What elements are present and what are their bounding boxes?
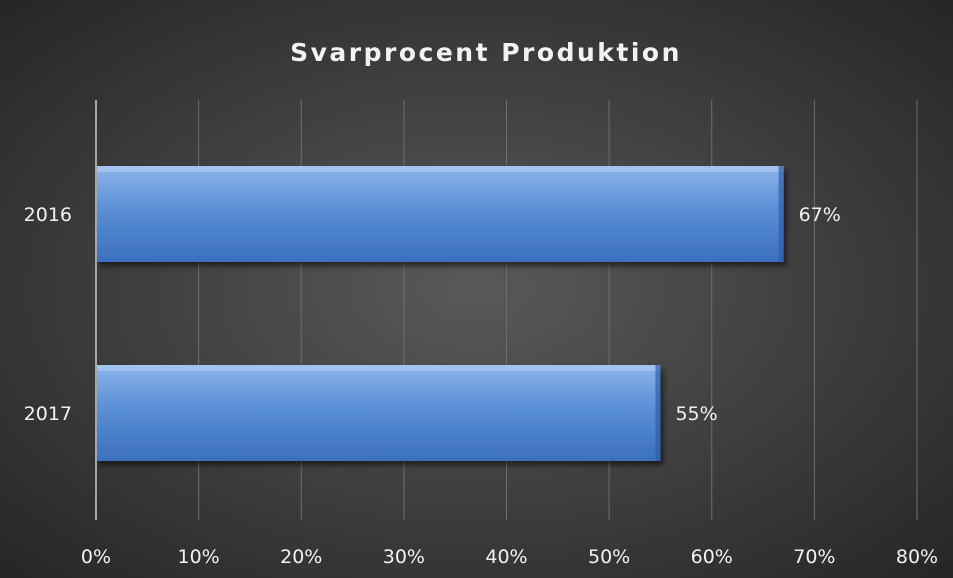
- data-label-2016: 67%: [799, 204, 841, 226]
- x-tick-label: 60%: [691, 546, 733, 568]
- bar-highlight-2016: [96, 166, 784, 172]
- chart-title: Svarprocent Produktion: [290, 38, 682, 67]
- x-tick-label: 50%: [588, 546, 630, 568]
- y-category-label: 2016: [24, 204, 72, 226]
- x-tick-label: 80%: [896, 546, 938, 568]
- bars: [96, 166, 784, 461]
- labels: 0% 10% 20% 30% 40% 50% 60% 70% 80% 2016 67% 2017 55%: [24, 204, 938, 568]
- bar-2016: [96, 166, 784, 262]
- bar-highlight-2017: [96, 365, 661, 371]
- data-label-2017: 55%: [675, 403, 717, 425]
- x-tick-label: 70%: [793, 546, 835, 568]
- x-tick-label: 40%: [485, 546, 527, 568]
- y-category-label: 2017: [24, 403, 72, 425]
- x-tick-label: 10%: [178, 546, 220, 568]
- x-tick-label: 20%: [280, 546, 322, 568]
- bar-2017: [96, 365, 661, 461]
- x-tick-label: 30%: [383, 546, 425, 568]
- bar-edge-2017: [655, 365, 661, 461]
- x-tick-label: 0%: [81, 546, 111, 568]
- bar-edge-2016: [778, 166, 784, 262]
